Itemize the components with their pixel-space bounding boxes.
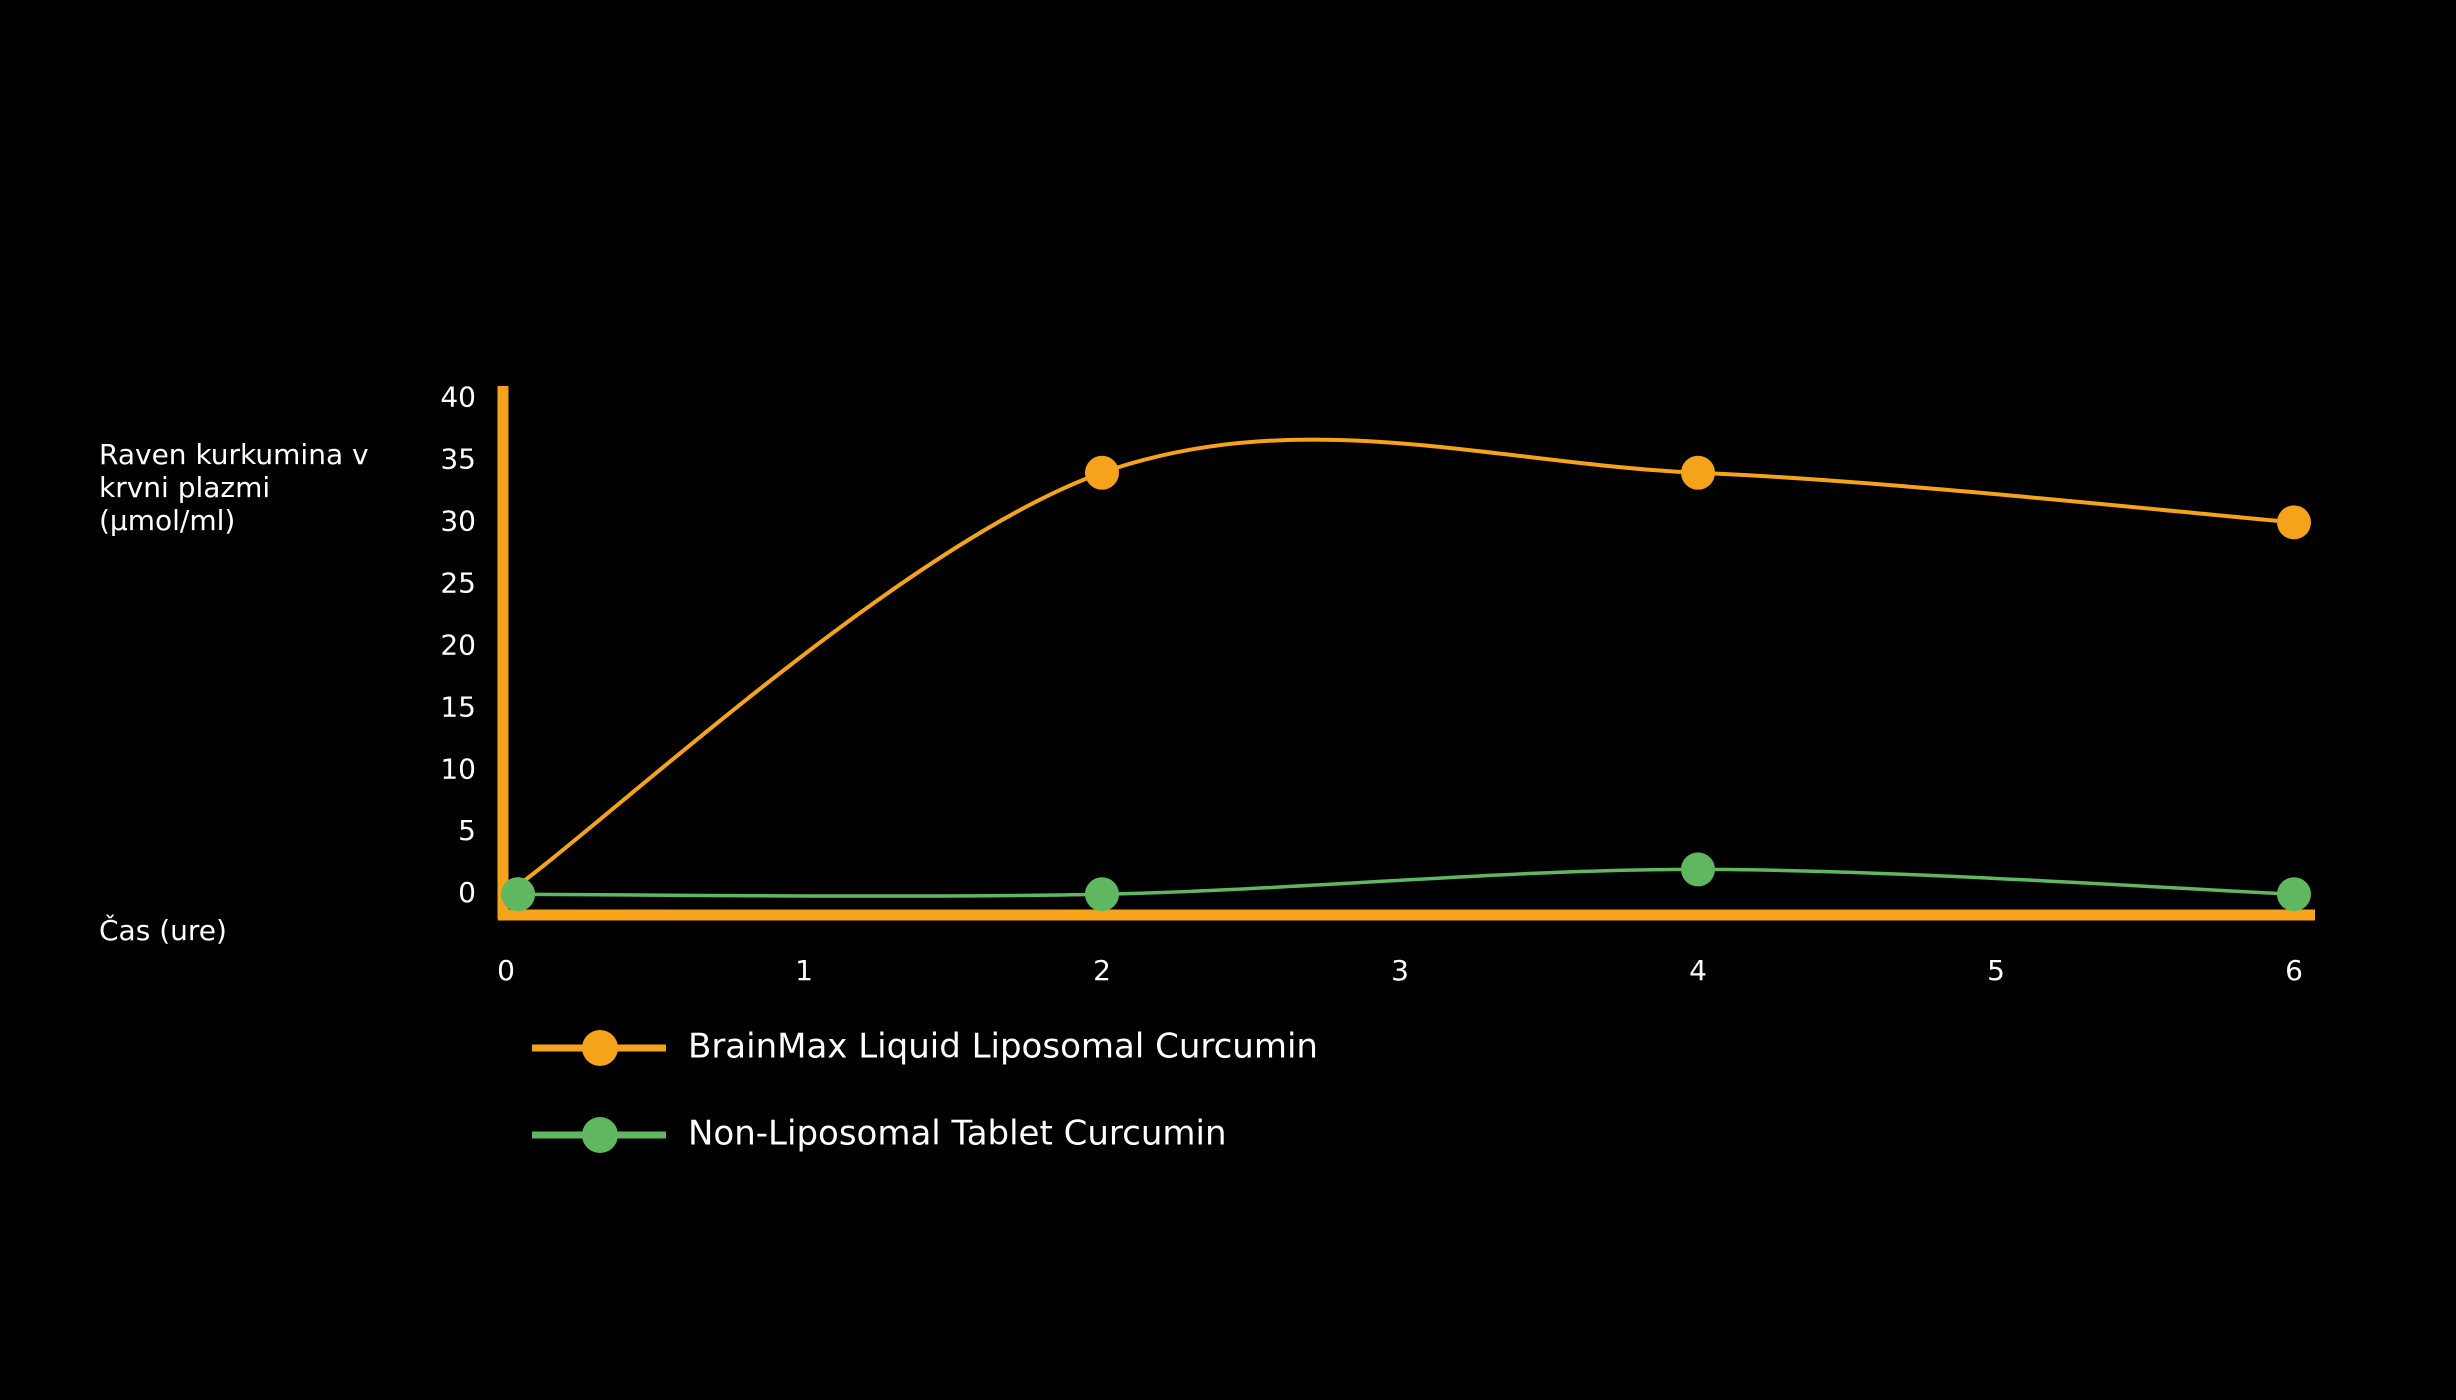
series-line — [504, 437, 2295, 896]
x-tick-label: 0 — [497, 954, 515, 987]
y-tick-label: 40 — [440, 380, 476, 413]
y-tick-label: 25 — [440, 566, 476, 599]
data-point — [1085, 455, 1119, 490]
data-point — [1681, 455, 1715, 490]
x-tick-label: 2 — [1093, 954, 1111, 987]
y-tick-label: 15 — [440, 690, 476, 723]
x-tick-label: 1 — [795, 954, 813, 987]
x-tick-label: 6 — [2285, 954, 2303, 987]
legend-marker — [582, 1117, 618, 1153]
legend-label: Non-Liposomal Tablet Curcumin — [688, 1114, 1227, 1154]
data-point — [2277, 877, 2311, 912]
x-axis-label: Čas (ure) — [99, 914, 227, 947]
data-point — [2277, 505, 2311, 540]
series-line — [505, 867, 2295, 898]
data-point — [1681, 852, 1715, 887]
x-tick-label: 4 — [1689, 954, 1707, 987]
legend-label: BrainMax Liquid Liposomal Curcumin — [688, 1027, 1318, 1067]
data-point — [1085, 877, 1119, 912]
legend-marker — [582, 1030, 618, 1066]
x-tick-label: 5 — [1987, 954, 2005, 987]
y-axis-label: Raven kurkumina v krvni plazmi (µmol/ml) — [99, 438, 369, 537]
x-tick-label: 3 — [1391, 954, 1409, 987]
y-tick-label: 20 — [440, 628, 476, 661]
y-tick-label: 10 — [440, 752, 476, 785]
y-tick-label: 30 — [440, 504, 476, 537]
y-tick-label: 0 — [458, 876, 476, 909]
y-tick-label: 5 — [458, 814, 476, 847]
data-point — [501, 877, 535, 912]
y-tick-label: 35 — [440, 442, 476, 475]
